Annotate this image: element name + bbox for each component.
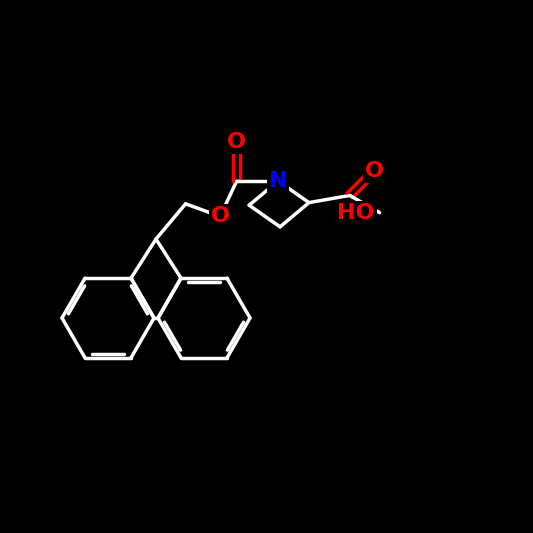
Text: O: O (227, 132, 246, 152)
Text: O: O (365, 161, 384, 181)
Text: O: O (211, 206, 230, 227)
Text: HO: HO (337, 203, 375, 223)
Text: N: N (269, 171, 287, 191)
